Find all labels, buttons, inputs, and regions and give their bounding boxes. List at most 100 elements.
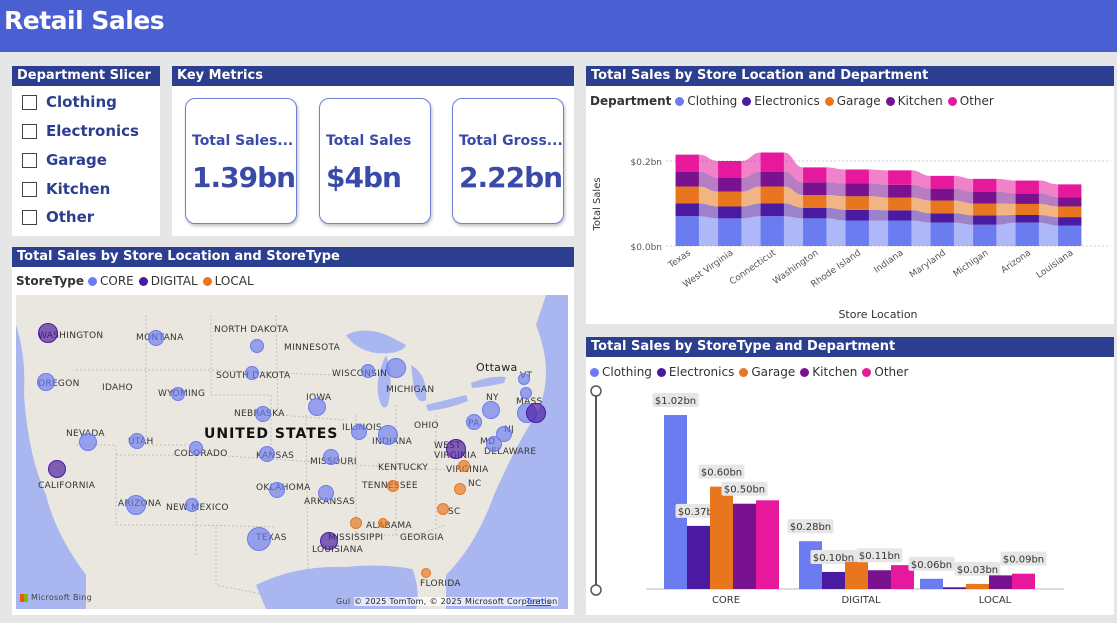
map-bubble[interactable]: [458, 460, 470, 472]
map-bubble[interactable]: [189, 441, 203, 455]
checkbox[interactable]: [22, 181, 37, 197]
map-bubble[interactable]: [148, 330, 164, 346]
ribbon-band: [953, 175, 974, 192]
metric-card[interactable]: Total Sales... 1.39bn: [185, 98, 297, 224]
ribbon-column-segment: [845, 220, 869, 246]
checkbox[interactable]: [22, 123, 37, 139]
legend-kitchen[interactable]: Kitchen: [800, 365, 857, 379]
map-bubble[interactable]: [308, 398, 326, 416]
ribbon-band: [1038, 193, 1059, 207]
legend-kitchen[interactable]: Kitchen: [885, 94, 943, 108]
state-label: COLORADO: [174, 449, 228, 459]
map-bubble[interactable]: [446, 439, 466, 459]
ribbon-column-segment: [1015, 193, 1039, 204]
department-slicer: Department Slicer Clothing Electronics G…: [12, 66, 160, 236]
map-bubble[interactable]: [454, 483, 466, 495]
map-terms-link[interactable]: Terms: [526, 597, 552, 606]
map-bubble[interactable]: [48, 460, 66, 478]
map-bubble[interactable]: [269, 482, 285, 498]
legend-core[interactable]: CORE: [88, 274, 134, 288]
data-label-text: $0.09bn: [1003, 555, 1044, 566]
checkbox[interactable]: [22, 152, 37, 168]
legend-garage[interactable]: Garage: [824, 94, 881, 108]
slicer-item-other[interactable]: Other: [22, 205, 94, 229]
map-bubble[interactable]: [350, 517, 362, 529]
map-bubble[interactable]: [323, 449, 339, 465]
metric-card[interactable]: Total Sales $4bn: [319, 98, 431, 224]
map-bubble[interactable]: [245, 366, 259, 380]
ribbon-band: [868, 220, 889, 246]
x-tick-label: CORE: [712, 595, 740, 606]
slicer-item-kitchen[interactable]: Kitchen: [22, 177, 110, 201]
map-bubble[interactable]: [482, 401, 500, 419]
map-bubble[interactable]: [526, 403, 546, 423]
legend-other[interactable]: Other: [947, 94, 994, 108]
map-bubble[interactable]: [259, 446, 275, 462]
map-bubble[interactable]: [185, 498, 199, 512]
metric-label: Total Gross...: [459, 133, 563, 149]
map-bubble[interactable]: [466, 414, 482, 430]
ribbon-column-segment: [718, 178, 742, 192]
state-label: LOUISIANA: [312, 545, 364, 555]
map-bubble[interactable]: [171, 387, 185, 401]
map-bubble[interactable]: [378, 425, 398, 445]
metric-value: 1.39bn: [192, 161, 296, 194]
legend-digital[interactable]: DIGITAL: [138, 274, 198, 288]
ribbon-column-segment: [1015, 203, 1039, 215]
map-bubble[interactable]: [361, 364, 375, 378]
ribbon-band: [953, 188, 974, 204]
x-axis-label: Store Location: [838, 308, 917, 321]
map-bubble[interactable]: [255, 406, 271, 422]
lake-huron: [411, 365, 427, 402]
map-bubble[interactable]: [421, 568, 431, 578]
map-bubble[interactable]: [250, 339, 264, 353]
ribbon-band: [698, 186, 719, 207]
map-bubble[interactable]: [387, 480, 399, 492]
ribbon-column-segment: [888, 220, 912, 246]
ribbon-column-segment: [930, 222, 954, 246]
metric-card[interactable]: Total Gross... 2.22bn: [452, 98, 564, 224]
legend-local[interactable]: LOCAL: [202, 274, 254, 288]
map-bubble[interactable]: [126, 495, 146, 515]
data-label: $0.10bn: [810, 549, 857, 564]
checkbox[interactable]: [22, 94, 37, 110]
city-label: Ottawa: [476, 361, 518, 374]
y-tick-label: $0.2bn: [631, 158, 662, 168]
x-tick-label: DIGITAL: [841, 595, 881, 606]
map-bubble[interactable]: [518, 373, 530, 385]
legend-electronics[interactable]: Electronics: [742, 94, 820, 108]
map-bubble[interactable]: [520, 387, 532, 399]
legend-electronics[interactable]: Electronics: [656, 365, 734, 379]
data-label: $0.09bn: [1000, 551, 1047, 566]
legend-clothing[interactable]: Clothing: [675, 94, 737, 108]
legend-other[interactable]: Other: [862, 365, 908, 379]
slicer-item-clothing[interactable]: Clothing: [22, 90, 117, 114]
map-bubble[interactable]: [37, 373, 55, 391]
map-bubble[interactable]: [496, 426, 512, 442]
ribbon-column-segment: [1058, 217, 1082, 226]
map-bubble[interactable]: [378, 518, 388, 528]
state-label: OHIO: [414, 421, 439, 431]
ribbon-chart-panel: Total Sales by Store Location and Depart…: [586, 66, 1114, 324]
us-map[interactable]: WASHINGTON MONTANA NORTH DAKOTA MINNESOT…: [16, 295, 568, 609]
map-bubble[interactable]: [318, 485, 334, 501]
checkbox[interactable]: [22, 209, 37, 225]
map-bubble[interactable]: [351, 424, 367, 440]
ribbon-column-segment: [973, 224, 997, 246]
map-bubble[interactable]: [79, 433, 97, 451]
map-bubble[interactable]: [129, 433, 145, 449]
legend-clothing[interactable]: Clothing: [590, 365, 652, 379]
map-bubble[interactable]: [320, 532, 338, 550]
map-bubble[interactable]: [247, 527, 271, 551]
legend-garage[interactable]: Garage: [739, 365, 795, 379]
map-bubble[interactable]: [437, 503, 449, 515]
state-label: KENTUCKY: [378, 463, 429, 473]
slicer-item-garage[interactable]: Garage: [22, 148, 107, 172]
map-bubble[interactable]: [38, 323, 58, 343]
ribbon-column-segment: [803, 207, 827, 219]
ribbon-band: [953, 222, 974, 246]
slicer-item-electronics[interactable]: Electronics: [22, 119, 139, 143]
bar-chart[interactable]: $1.02bn $0.37bn $0.60bn $0.50bn CORE $0.28bn $…: [586, 357, 1114, 615]
map-bubble[interactable]: [386, 358, 406, 378]
